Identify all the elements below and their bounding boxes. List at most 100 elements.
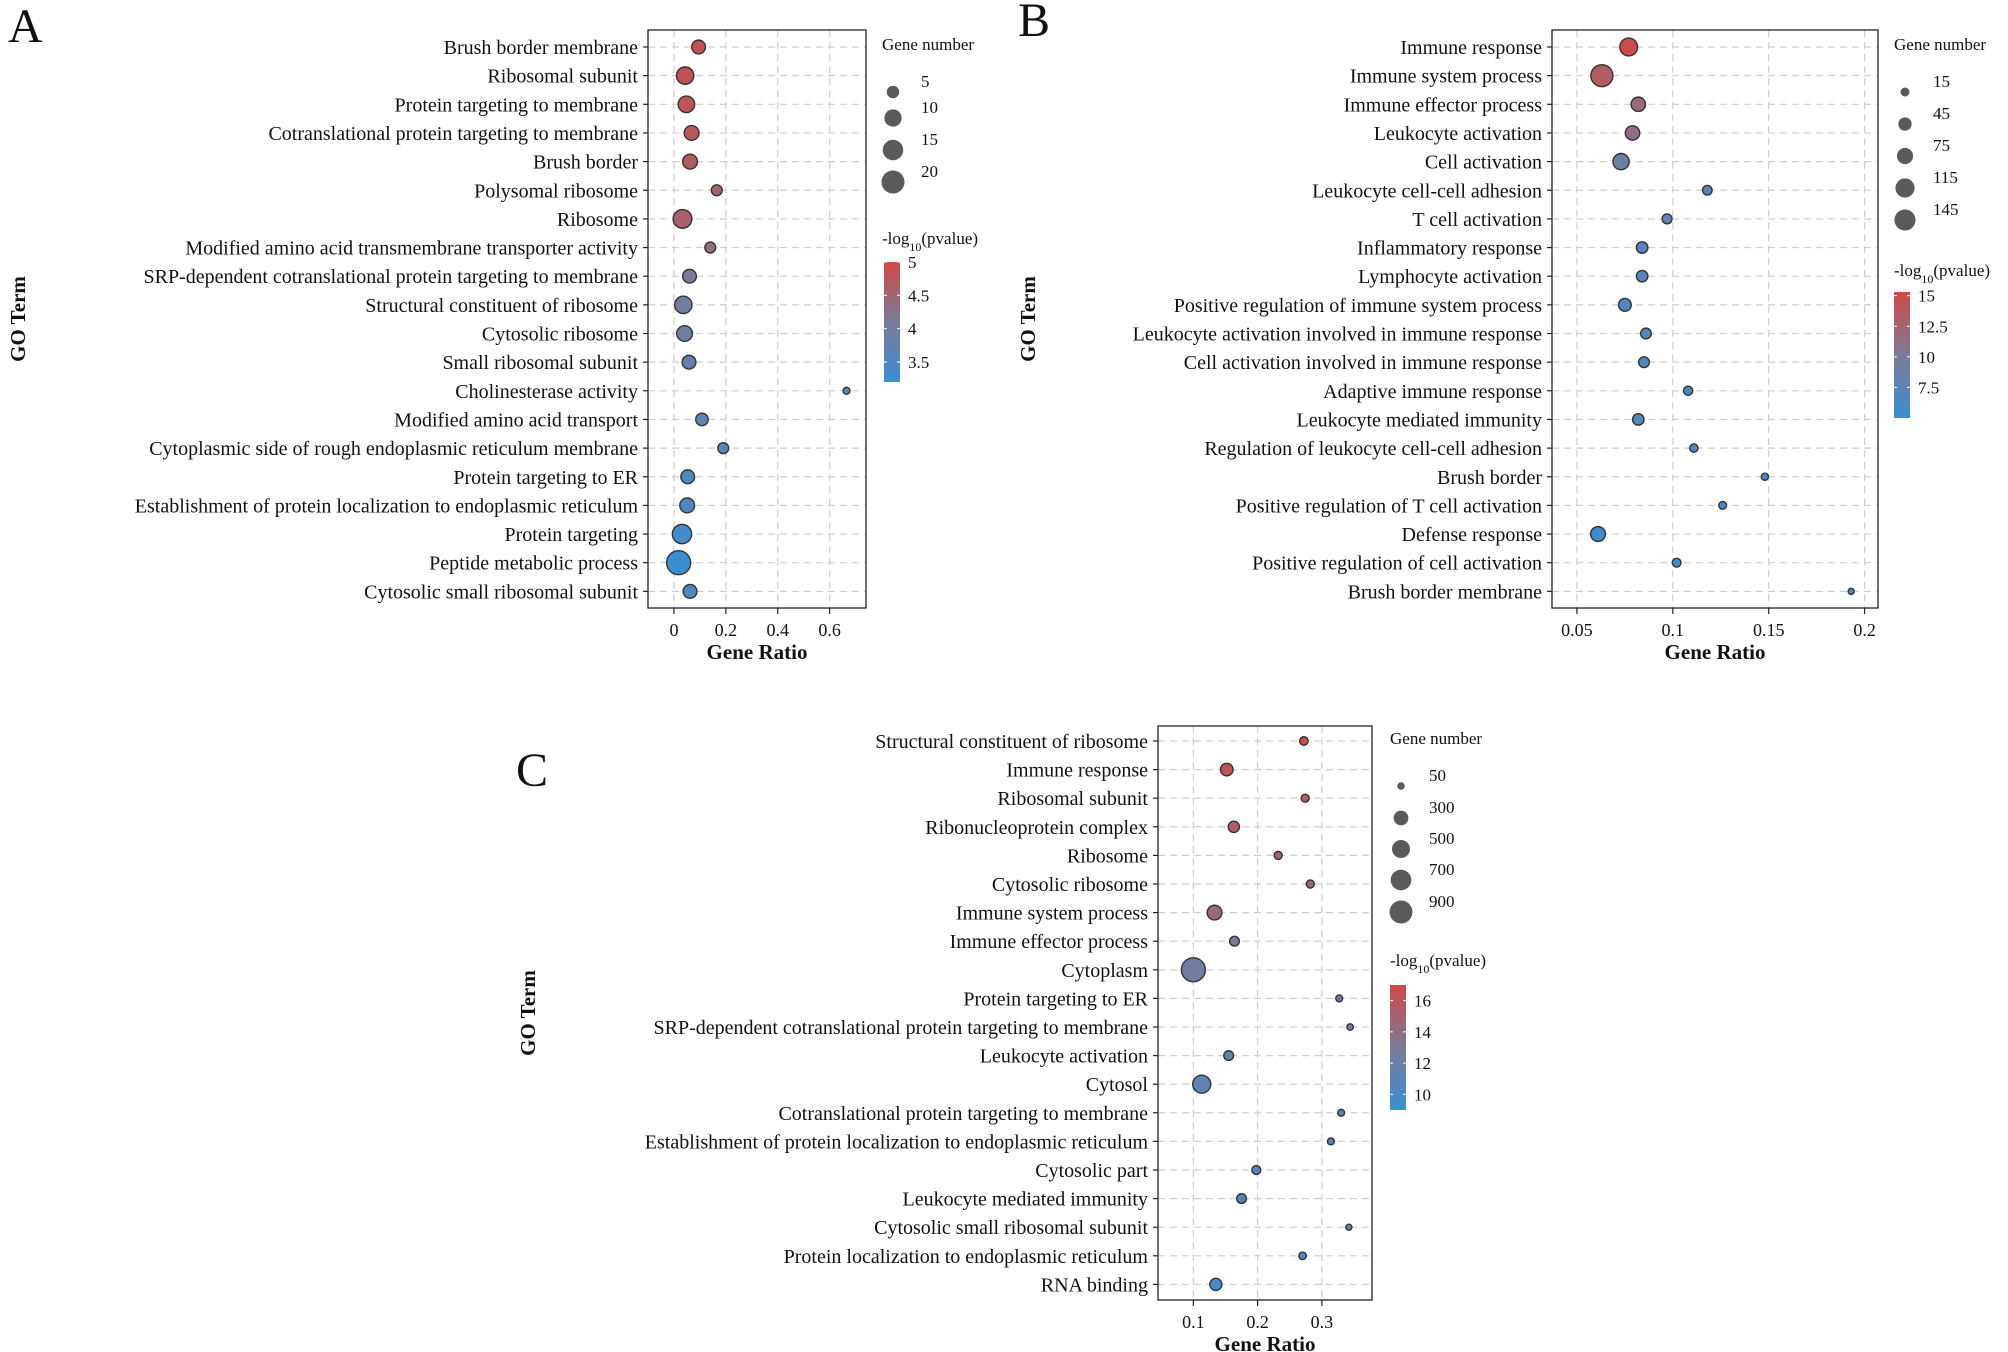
- size-legend-dot: [884, 109, 902, 127]
- color-legend-title-prefix: -log: [1390, 951, 1418, 970]
- data-point: [682, 583, 698, 599]
- term-label: Cell activation involved in immune respo…: [1184, 352, 1542, 374]
- data-point: [675, 66, 695, 86]
- x-tick-label: 0.2: [715, 620, 738, 640]
- data-point: [1671, 557, 1682, 568]
- term-label: Leukocyte mediated immunity: [903, 1189, 1149, 1211]
- color-legend-title-subscript: 10: [1921, 272, 1933, 286]
- color-bar: [884, 262, 900, 382]
- size-legend-label: 700: [1429, 860, 1455, 879]
- panel-letter: B: [1018, 0, 1050, 47]
- size-legend-label: 10: [921, 98, 938, 117]
- color-legend-label: 4: [908, 320, 917, 339]
- term-label: Leukocyte cell-cell adhesion: [1312, 180, 1542, 202]
- term-label: Immune effector process: [950, 931, 1149, 953]
- size-legend-label: 15: [921, 130, 938, 149]
- data-point: [1617, 297, 1632, 312]
- data-point: [679, 497, 696, 514]
- size-legend-label: 145: [1933, 200, 1959, 219]
- term-labels: Immune response Immune system process Immu…: [1133, 37, 1552, 603]
- data-point: [1298, 736, 1309, 746]
- panel-c: C Structural constituent of ribosome Immun…: [516, 725, 1486, 1352]
- color-legend-label: 16: [1414, 992, 1431, 1011]
- term-label: Defense response: [1402, 524, 1543, 546]
- gridlines: [1158, 726, 1372, 1300]
- size-legend-dot: [1894, 209, 1916, 231]
- term-label: Positive regulation of immune system pro…: [1174, 295, 1542, 317]
- term-label: Leukocyte activation involved in immune …: [1133, 324, 1542, 346]
- term-label: Inflammatory response: [1357, 238, 1542, 260]
- term-label: Structural constituent of ribosome: [875, 731, 1148, 753]
- color-legend: -log10(pvalue)5 4.5 4 3.5: [882, 229, 978, 382]
- term-label: Cholinesterase activity: [455, 381, 638, 403]
- data-point: [842, 386, 851, 395]
- x-axis: 0.05 0.1 0.15 0.2 Gene Ratio: [1561, 608, 1876, 664]
- data-point: [691, 39, 707, 55]
- color-legend-title: -log10(pvalue): [1894, 261, 1990, 286]
- term-label: Establishment of protein localization to…: [645, 1131, 1149, 1153]
- color-legend-title-subscript: 10: [909, 240, 921, 254]
- size-legend-label: 75: [1933, 136, 1950, 155]
- term-label: Protein localization to endoplasmic reti…: [784, 1246, 1149, 1268]
- panel-a: A Brush border membrane Ribosomal subunit P…: [6, 0, 978, 664]
- term-label: Ribosome: [1067, 845, 1148, 867]
- term-label: Ribonucleoprotein complex: [925, 817, 1148, 839]
- size-legend: Gene number 5 10 15 20: [881, 35, 974, 194]
- x-axis-title: Gene Ratio: [707, 640, 808, 664]
- term-label: Lymphocyte activation: [1358, 266, 1542, 288]
- data-point: [1192, 1074, 1212, 1094]
- term-label: Brush border membrane: [444, 37, 639, 59]
- color-legend-title-suffix: (pvalue): [921, 229, 978, 248]
- data-points: [665, 39, 851, 599]
- data-point: [1701, 184, 1713, 196]
- term-label: Cotranslational protein targeting to mem…: [268, 123, 638, 145]
- size-legend-label: 5: [921, 72, 930, 91]
- size-legend-dot: [881, 170, 905, 194]
- data-point: [1346, 1023, 1355, 1031]
- data-point: [671, 523, 693, 545]
- data-point: [673, 295, 693, 315]
- term-labels: Brush border membrane Ribosomal subunit Pr…: [135, 37, 648, 603]
- data-point: [710, 184, 723, 197]
- color-legend-label: 14: [1414, 1023, 1432, 1042]
- term-label: Immune response: [1006, 760, 1148, 782]
- data-point: [683, 124, 700, 142]
- x-tick-label: 0.1: [1662, 620, 1685, 640]
- data-point: [1298, 1251, 1308, 1261]
- data-point: [681, 153, 699, 170]
- x-tick-label: 0.6: [818, 620, 841, 640]
- y-axis-title: GO Term: [6, 276, 30, 362]
- term-label: Leukocyte activation: [980, 1046, 1148, 1068]
- term-label: Ribosomal subunit: [487, 66, 638, 88]
- term-label: Cell activation: [1425, 152, 1542, 174]
- color-bar: [1390, 985, 1406, 1110]
- term-labels: Structural constituent of ribosome Immune…: [645, 731, 1158, 1296]
- data-point: [1223, 1050, 1235, 1062]
- color-legend-label: 10: [1918, 348, 1935, 367]
- term-label: Immune system process: [1350, 66, 1542, 88]
- size-legend-dot: [1895, 178, 1915, 198]
- data-point: [1635, 269, 1649, 283]
- data-point: [1335, 994, 1344, 1003]
- color-legend-label: 10: [1414, 1085, 1431, 1104]
- term-label: Cytosolic small ribosomal subunit: [874, 1217, 1148, 1239]
- term-label: Immune system process: [956, 903, 1148, 925]
- size-legend-dot: [1898, 117, 1912, 131]
- size-legend-dot: [1389, 900, 1413, 924]
- data-point: [1661, 213, 1673, 225]
- color-legend-label: 12.5: [1918, 317, 1948, 336]
- data-point: [704, 241, 717, 254]
- term-label: Protein targeting to ER: [453, 467, 638, 489]
- x-axis: 0 0.2 0.4 0.6 Gene Ratio: [669, 608, 841, 664]
- color-legend-title-suffix: (pvalue): [1933, 261, 1990, 280]
- size-legend-dot: [1390, 869, 1412, 891]
- x-tick-label: 0.1: [1182, 1312, 1205, 1332]
- data-point: [1689, 443, 1699, 453]
- size-legend: Gene number 50 300 500 700 900: [1389, 729, 1482, 924]
- size-legend-label: 50: [1429, 766, 1446, 785]
- size-legend-dot: [1896, 147, 1914, 165]
- data-point: [1847, 587, 1855, 596]
